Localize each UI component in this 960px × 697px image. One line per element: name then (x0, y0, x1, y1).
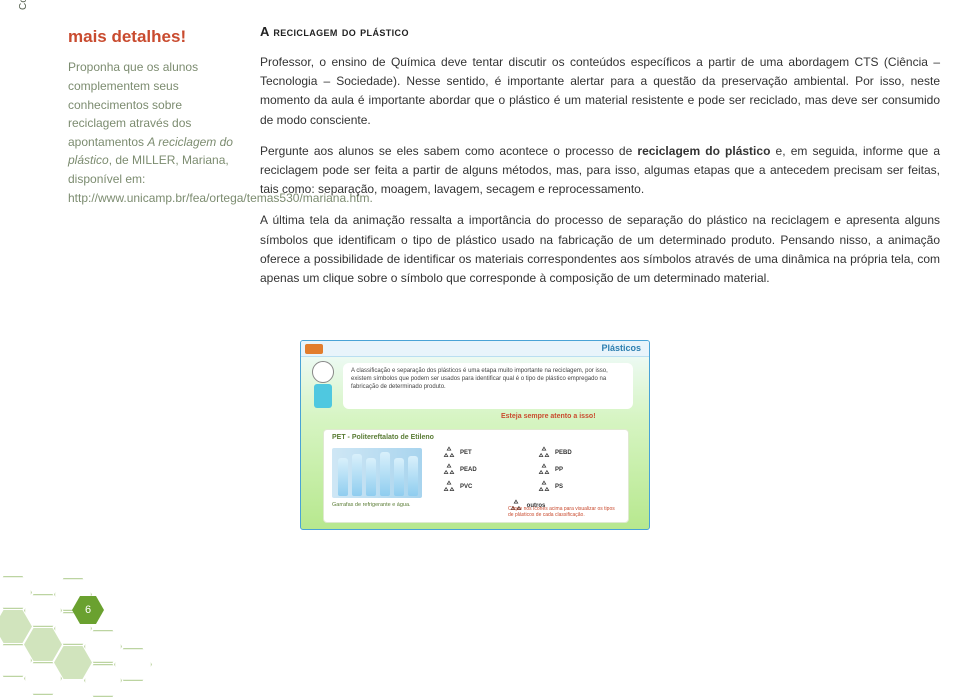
screenshot-character-icon (307, 361, 339, 417)
screenshot-cta-text: Esteja sempre atento a isso! (501, 413, 596, 420)
vertical-spine-label: Conteúdos Digitais Multimídia | Guia Did… (18, 0, 29, 10)
screenshot-panel-title: PET - Politereftalato de Etileno (324, 430, 628, 443)
screenshot-caption-left: Garrafas de refrigerante e água. (332, 502, 411, 508)
symbol-pebd[interactable]: PEBD (537, 446, 612, 460)
sidebar-body: Proponha que os alunos complementem seus… (68, 58, 238, 207)
screenshot-symbol-grid: PET PEBD PEAD PP PVC PS outros (442, 446, 612, 513)
paragraph-1: Professor, o ensino de Química deve tent… (260, 53, 940, 130)
screenshot-logo-icon (305, 344, 323, 354)
symbol-pvc[interactable]: PVC (442, 480, 517, 494)
recycle-icon (442, 463, 456, 477)
page-number-badge: 6 (72, 596, 104, 624)
hexagon-decoration (0, 540, 230, 690)
symbol-pvc-label: PVC (460, 484, 472, 490)
screenshot-panel: PET - Politereftalato de Etileno Garrafa… (323, 429, 629, 523)
section-heading: A reciclagem do plástico (260, 24, 940, 39)
symbol-pead[interactable]: PEAD (442, 463, 517, 477)
symbol-pet-label: PET (460, 450, 472, 456)
symbol-pead-label: PEAD (460, 467, 477, 473)
sidebar-title: mais detalhes! (68, 24, 238, 50)
paragraph-2-bold: reciclagem do plástico (637, 144, 770, 158)
animation-screenshot: Plásticos A classificação e separação do… (300, 340, 650, 530)
symbol-pebd-label: PEBD (555, 450, 572, 456)
recycle-icon (537, 480, 551, 494)
symbol-ps-label: PS (555, 484, 563, 490)
paragraph-2-pre: Pergunte aos alunos se eles sabem como a… (260, 144, 637, 158)
screenshot-header: Plásticos (301, 341, 649, 357)
vertical-spine-text: Conteúdos Digitais Multimídia | Guia Did… (18, 0, 29, 10)
symbol-ps[interactable]: PS (537, 480, 612, 494)
screenshot-speech-bubble: A classificação e separação dos plástico… (343, 363, 633, 409)
sidebar-box: mais detalhes! Proponha que os alunos co… (68, 24, 238, 207)
main-column: A reciclagem do plástico Professor, o en… (260, 24, 940, 300)
symbol-pet[interactable]: PET (442, 446, 517, 460)
recycle-icon (442, 446, 456, 460)
screenshot-title: Plásticos (601, 343, 641, 353)
screenshot-bottles-image (332, 448, 422, 498)
recycle-icon (537, 463, 551, 477)
recycle-icon (442, 480, 456, 494)
paragraph-2: Pergunte aos alunos se eles sabem como a… (260, 142, 940, 200)
page-number: 6 (72, 596, 104, 624)
screenshot-note: Clique nos ícones acima para visualizar … (508, 506, 618, 518)
symbol-pp-label: PP (555, 467, 563, 473)
screenshot-body: A classificação e separação dos plástico… (301, 357, 649, 530)
symbol-pp[interactable]: PP (537, 463, 612, 477)
paragraph-3: A última tela da animação ressalta a imp… (260, 211, 940, 288)
recycle-icon (537, 446, 551, 460)
